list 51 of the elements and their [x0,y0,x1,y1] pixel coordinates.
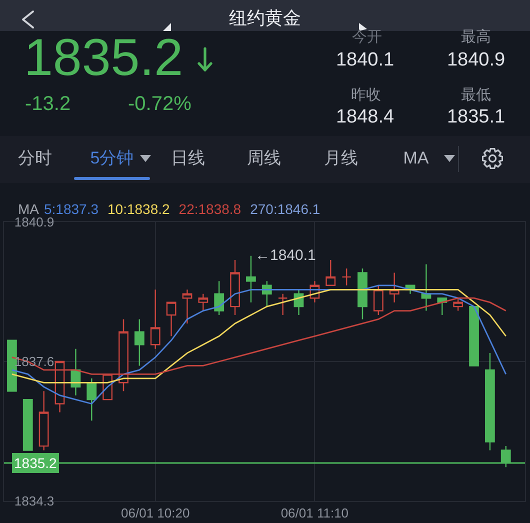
candlestick [469,306,479,366]
candlestick [134,318,144,366]
text: -0.72% [128,93,192,115]
text: 1840.9 [446,50,506,70]
text: 周线 [247,148,281,168]
text: 22:1838.8 [178,201,242,217]
candlestick [421,264,432,312]
candlestick [230,259,240,316]
x-tick-label: 06/01 10:20 [121,506,190,521]
candlestick [342,268,352,286]
text: 最低 [461,86,491,104]
chart-title: 纽约黄金 [229,8,301,28]
candlestick [278,293,288,316]
x-tick-label: 06/01 11:10 [280,506,349,521]
y-tick-label: 1834.3 [14,494,54,509]
candlestick [198,293,208,312]
candlestick [182,289,192,324]
text: 月线 [324,148,358,168]
candlestick [38,390,49,451]
candlestick [246,255,256,303]
candlestick [22,398,33,451]
candlestick [485,352,495,451]
candlestick [150,289,160,350]
candlestick [358,268,368,320]
candlestick [86,378,97,422]
candlestick [7,340,17,392]
candlestick [373,284,384,316]
text: -13.2 [25,93,71,115]
line-series [11,288,507,384]
text: 1840.1 [336,50,394,70]
legend-title: MA [18,201,39,217]
y-tick-label: 1840.9 [14,214,54,230]
annotation: ←1840.1 [255,247,316,264]
candlestick [326,259,336,286]
ref-line-label: 1835.2 [14,455,58,471]
text: 1835.2 [24,29,184,87]
text: 1848.4 [336,106,394,128]
legend-label: 270:1846.1 [250,201,320,217]
text: 最高 [461,28,491,46]
candlestick [166,302,176,337]
text: 10:1838.2 [108,201,170,217]
text: 昨收 [351,86,381,104]
candlestick [214,280,224,316]
text: MA [403,148,429,168]
text: 5分钟 [90,148,134,168]
text: 分时 [18,148,52,168]
text: 日线 [171,148,205,168]
line-series [11,284,507,404]
text: 5:1837.3 [44,201,98,217]
text: 今开 [352,28,382,46]
text: 1835.1 [446,106,506,128]
